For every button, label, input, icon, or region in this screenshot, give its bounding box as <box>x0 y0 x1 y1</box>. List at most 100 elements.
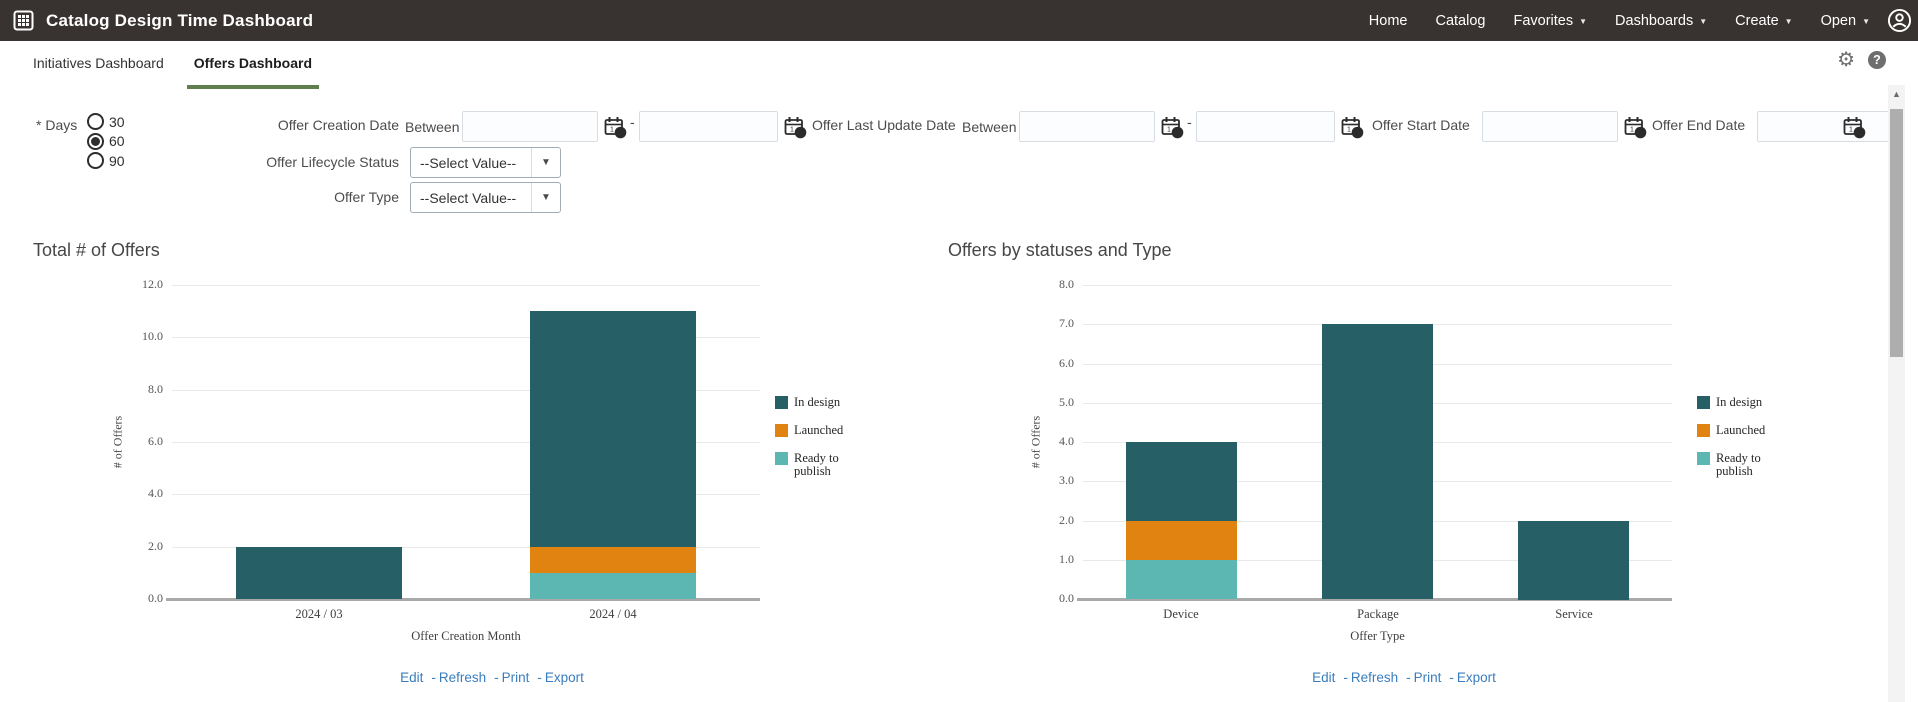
link-export[interactable]: Export <box>1456 670 1496 685</box>
bar-2024-03-in-design[interactable] <box>236 547 402 599</box>
x-tick-label: Service <box>1555 607 1593 621</box>
bar-device-launched[interactable] <box>1126 521 1237 560</box>
offer-last-update-date-from-calendar-icon[interactable]: 1 <box>1161 116 1184 139</box>
link-refresh[interactable]: Refresh <box>438 670 487 685</box>
legend-item-launched[interactable]: Launched <box>1697 423 1772 438</box>
legend-label: In design <box>794 395 841 409</box>
legend-swatch <box>775 451 788 465</box>
nav-item-dashboards[interactable]: Dashboards ▼ <box>1615 13 1707 29</box>
offer-end-date-input[interactable] <box>1757 111 1895 142</box>
nav-item-label: Home <box>1368 12 1408 29</box>
y-tick-label: 10.0 <box>142 329 163 343</box>
link-print[interactable]: Print <box>1413 670 1442 685</box>
days-radio-60[interactable] <box>87 132 104 150</box>
user-avatar-icon[interactable] <box>1887 8 1912 33</box>
link-separator: - <box>494 670 499 685</box>
bar-device-ready-to-publish[interactable] <box>1126 560 1237 599</box>
offer-creation-date-to-input[interactable] <box>639 111 778 142</box>
help-icon[interactable]: ? <box>1868 51 1886 69</box>
x-axis-line <box>1077 598 1672 601</box>
legend-item-ready-to-publish[interactable]: Ready to publish <box>775 450 850 480</box>
nav-item-catalog[interactable]: Catalog <box>1435 13 1485 29</box>
app-grid-icon[interactable] <box>13 10 34 31</box>
gridline <box>172 442 760 443</box>
link-edit[interactable]: Edit <box>400 670 424 685</box>
link-refresh[interactable]: Refresh <box>1350 670 1399 685</box>
scrollbar-thumb[interactable] <box>1890 109 1903 357</box>
bar-2024-04-launched[interactable] <box>530 547 696 573</box>
link-export[interactable]: Export <box>544 670 584 685</box>
offer-creation-date-range-separator: - <box>630 114 635 130</box>
nav-item-create[interactable]: Create ▼ <box>1735 13 1792 29</box>
legend-label: In design <box>1716 395 1763 409</box>
tab-initiatives-dashboard[interactable]: Initiatives Dashboard <box>33 55 164 71</box>
y-tick-label: 8.0 <box>148 382 163 396</box>
vertical-scrollbar[interactable]: ▲ <box>1888 85 1905 702</box>
offer-creation-date-from-calendar-icon[interactable]: 1 <box>604 116 627 139</box>
y-tick-label: 4.0 <box>1059 434 1074 448</box>
y-tick-label: 1.0 <box>1059 552 1074 566</box>
chevron-down-icon: ▼ <box>531 183 560 212</box>
offer-last-update-date-label: Offer Last Update Date <box>812 117 956 133</box>
offer-lifecycle-status-label: Offer Lifecycle Status <box>266 154 399 170</box>
offer-last-update-date-between-label: Between <box>962 119 1017 135</box>
page-utility-icons: ⚙ ? <box>1837 49 1886 71</box>
gridline <box>1083 285 1672 286</box>
page-title: Catalog Design Time Dashboard <box>46 10 314 30</box>
svg-text:1: 1 <box>610 127 614 134</box>
days-radio-30[interactable] <box>87 113 104 130</box>
y-tick-label: 6.0 <box>148 434 163 448</box>
scrollbar-up-arrow-icon[interactable]: ▲ <box>1892 89 1901 99</box>
nav-item-label: Open <box>1820 12 1857 29</box>
y-tick-label: 6.0 <box>1059 356 1074 370</box>
svg-text:1: 1 <box>1630 127 1634 134</box>
link-separator: - <box>1343 670 1348 685</box>
legend-swatch <box>775 423 788 437</box>
legend-label: Ready to publish <box>794 450 839 479</box>
nav-item-favorites[interactable]: Favorites ▼ <box>1513 13 1587 29</box>
legend-item-launched[interactable]: Launched <box>775 423 850 438</box>
offer-creation-date-from-input[interactable] <box>462 111 598 142</box>
y-tick-label: 7.0 <box>1059 316 1074 330</box>
days-radio-90[interactable] <box>87 152 104 169</box>
days-option-row: 90 <box>87 152 125 169</box>
legend-label: Ready to publish <box>1716 450 1761 479</box>
gear-icon[interactable]: ⚙ <box>1837 49 1855 71</box>
gridline <box>172 285 760 286</box>
svg-text:1: 1 <box>1347 127 1351 134</box>
offer-creation-date-between-label: Between <box>405 119 460 135</box>
offer-creation-date-to-calendar-icon[interactable]: 1 <box>784 116 807 139</box>
chart-legend: In design Launched Ready to publish <box>775 395 850 480</box>
nav-item-home[interactable]: Home <box>1369 13 1408 29</box>
radio-label: 90 <box>109 152 125 169</box>
y-axis-title: # of Offers <box>110 415 125 469</box>
nav-item-label: Catalog <box>1435 12 1486 29</box>
offer-last-update-date-from-input[interactable] <box>1019 111 1155 142</box>
link-print[interactable]: Print <box>501 670 530 685</box>
link-edit[interactable]: Edit <box>1312 670 1336 685</box>
bar-2024-04-in-design[interactable] <box>530 311 696 547</box>
offer-end-date-label: Offer End Date <box>1652 117 1746 133</box>
offer-start-date-label: Offer Start Date <box>1372 117 1470 133</box>
offer-last-update-date-to-input[interactable] <box>1196 111 1335 142</box>
link-separator: - <box>1449 670 1454 685</box>
nav-item-open[interactable]: Open ▼ <box>1821 13 1870 29</box>
legend-item-in-design[interactable]: In design <box>775 395 850 410</box>
bar-service-in-design[interactable] <box>1518 521 1629 600</box>
offer-last-update-date-to-calendar-icon[interactable]: 1 <box>1341 116 1364 139</box>
offer-type-select[interactable]: --Select Value-- ▼ <box>410 182 561 213</box>
legend-item-ready-to-publish[interactable]: Ready to publish <box>1697 450 1772 480</box>
svg-text:1: 1 <box>1849 127 1853 134</box>
bar-package-in-design[interactable] <box>1322 324 1433 599</box>
bar-device-in-design[interactable] <box>1126 442 1237 521</box>
offer-start-date-calendar-icon[interactable]: 1 <box>1624 116 1647 139</box>
bar-2024-04-ready-to-publish[interactable] <box>530 573 696 599</box>
chevron-down-icon: ▼ <box>1579 17 1588 26</box>
offer-end-date-calendar-icon[interactable]: 1 <box>1843 116 1866 139</box>
legend-item-in-design[interactable]: In design <box>1697 395 1772 410</box>
offer-lifecycle-status-select[interactable]: --Select Value-- ▼ <box>410 147 561 178</box>
x-tick-label: Device <box>1163 607 1199 621</box>
offer-start-date-input[interactable] <box>1482 111 1618 142</box>
tab-offers-dashboard[interactable]: Offers Dashboard <box>186 41 319 89</box>
